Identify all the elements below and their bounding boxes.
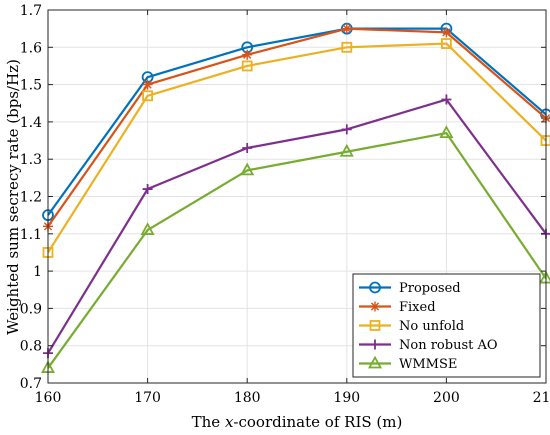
series-layer xyxy=(40,22,550,373)
data-point-no-unfold xyxy=(241,60,253,72)
y-tick-label: 1.2 xyxy=(20,190,42,206)
series-line-fixed xyxy=(47,27,547,227)
data-point-fixed xyxy=(441,27,452,38)
y-tick-label: 1.7 xyxy=(20,3,42,19)
x-axis-title-var: x xyxy=(225,413,234,431)
legend-label: Fixed xyxy=(399,300,436,315)
y-tick-label: 1.3 xyxy=(20,152,42,168)
legend-item-wmmse: WMMSE xyxy=(359,355,457,372)
data-point-non-robust-ao xyxy=(441,94,452,105)
x-tick-label: 180 xyxy=(234,390,261,406)
series-line-wmmse xyxy=(47,131,547,369)
legend-label: Proposed xyxy=(399,281,461,296)
y-tick-label: 1 xyxy=(33,264,42,280)
y-tick-label: 1.5 xyxy=(20,78,42,94)
svg-text:The x-coordinate of RIS (m): The x-coordinate of RIS (m) xyxy=(192,413,403,431)
data-point-wmmse xyxy=(339,143,354,157)
legend-swatch-marker xyxy=(370,339,380,350)
y-axis-title: Weighted sum secrecy rate (bps/Hz) xyxy=(4,59,22,335)
data-point-fixed xyxy=(142,79,153,90)
legend: Proposed Fixed No unfold Non robust AO WMMSE xyxy=(352,273,541,378)
x-tick-label: 200 xyxy=(433,390,460,406)
y-tick-label: 0.8 xyxy=(20,339,42,355)
series-fixed xyxy=(43,23,550,232)
y-tick-label: 1.1 xyxy=(20,227,42,243)
data-point-fixed xyxy=(341,23,352,34)
legend-swatch-marker xyxy=(370,301,380,312)
ticks: 160 170 180 190 200 210 0.7 0.8 0.9 1 1.1 1.2 1.3 1.4… xyxy=(20,3,550,406)
legend-swatch-marker xyxy=(367,355,383,369)
data-point-fixed xyxy=(242,49,253,60)
y-tick-label: 1.6 xyxy=(20,40,42,56)
legend-swatch-marker xyxy=(369,320,381,331)
legend-item-no-unfold: No unfold xyxy=(359,319,464,334)
x-axis-title-pre: The xyxy=(192,413,225,431)
data-point-non-robust-ao xyxy=(142,184,153,195)
x-tick-label: 160 xyxy=(35,390,62,406)
x-axis-title-post: -coordinate of RIS (m) xyxy=(233,413,402,431)
y-tick-label: 1.4 xyxy=(20,115,42,131)
x-tick-label: 190 xyxy=(333,390,360,406)
legend-label: WMMSE xyxy=(399,357,457,372)
legend-swatch-marker xyxy=(369,281,381,294)
data-point-no-unfold xyxy=(440,38,452,49)
data-point-wmmse xyxy=(439,125,454,138)
legend-item-fixed: Fixed xyxy=(359,300,436,315)
legend-item-non-robust-ao: Non robust AO xyxy=(359,338,498,353)
series-no-unfold xyxy=(42,38,550,258)
series-line-non-robust-ao xyxy=(47,98,547,354)
data-point-non-robust-ao xyxy=(242,143,253,154)
legend-label: Non robust AO xyxy=(399,338,498,353)
legend-item-proposed: Proposed xyxy=(359,281,461,296)
x-tick-label: 210 xyxy=(533,390,550,406)
data-point-non-robust-ao xyxy=(341,124,352,135)
legend-label: No unfold xyxy=(399,319,464,334)
series-line-proposed xyxy=(47,27,547,216)
y-tick-label: 0.7 xyxy=(20,376,42,392)
series-line-no-unfold xyxy=(47,42,547,254)
series-wmmse xyxy=(40,125,550,373)
data-point-no-unfold xyxy=(341,41,353,53)
y-tick-label: 0.9 xyxy=(20,301,42,317)
x-tick-label: 170 xyxy=(134,390,161,406)
data-point-no-unfold xyxy=(142,90,154,102)
data-point-wmmse xyxy=(140,222,155,235)
data-point-wmmse xyxy=(240,162,255,176)
x-axis-title: The x-coordinate of RIS (m) xyxy=(192,413,403,431)
